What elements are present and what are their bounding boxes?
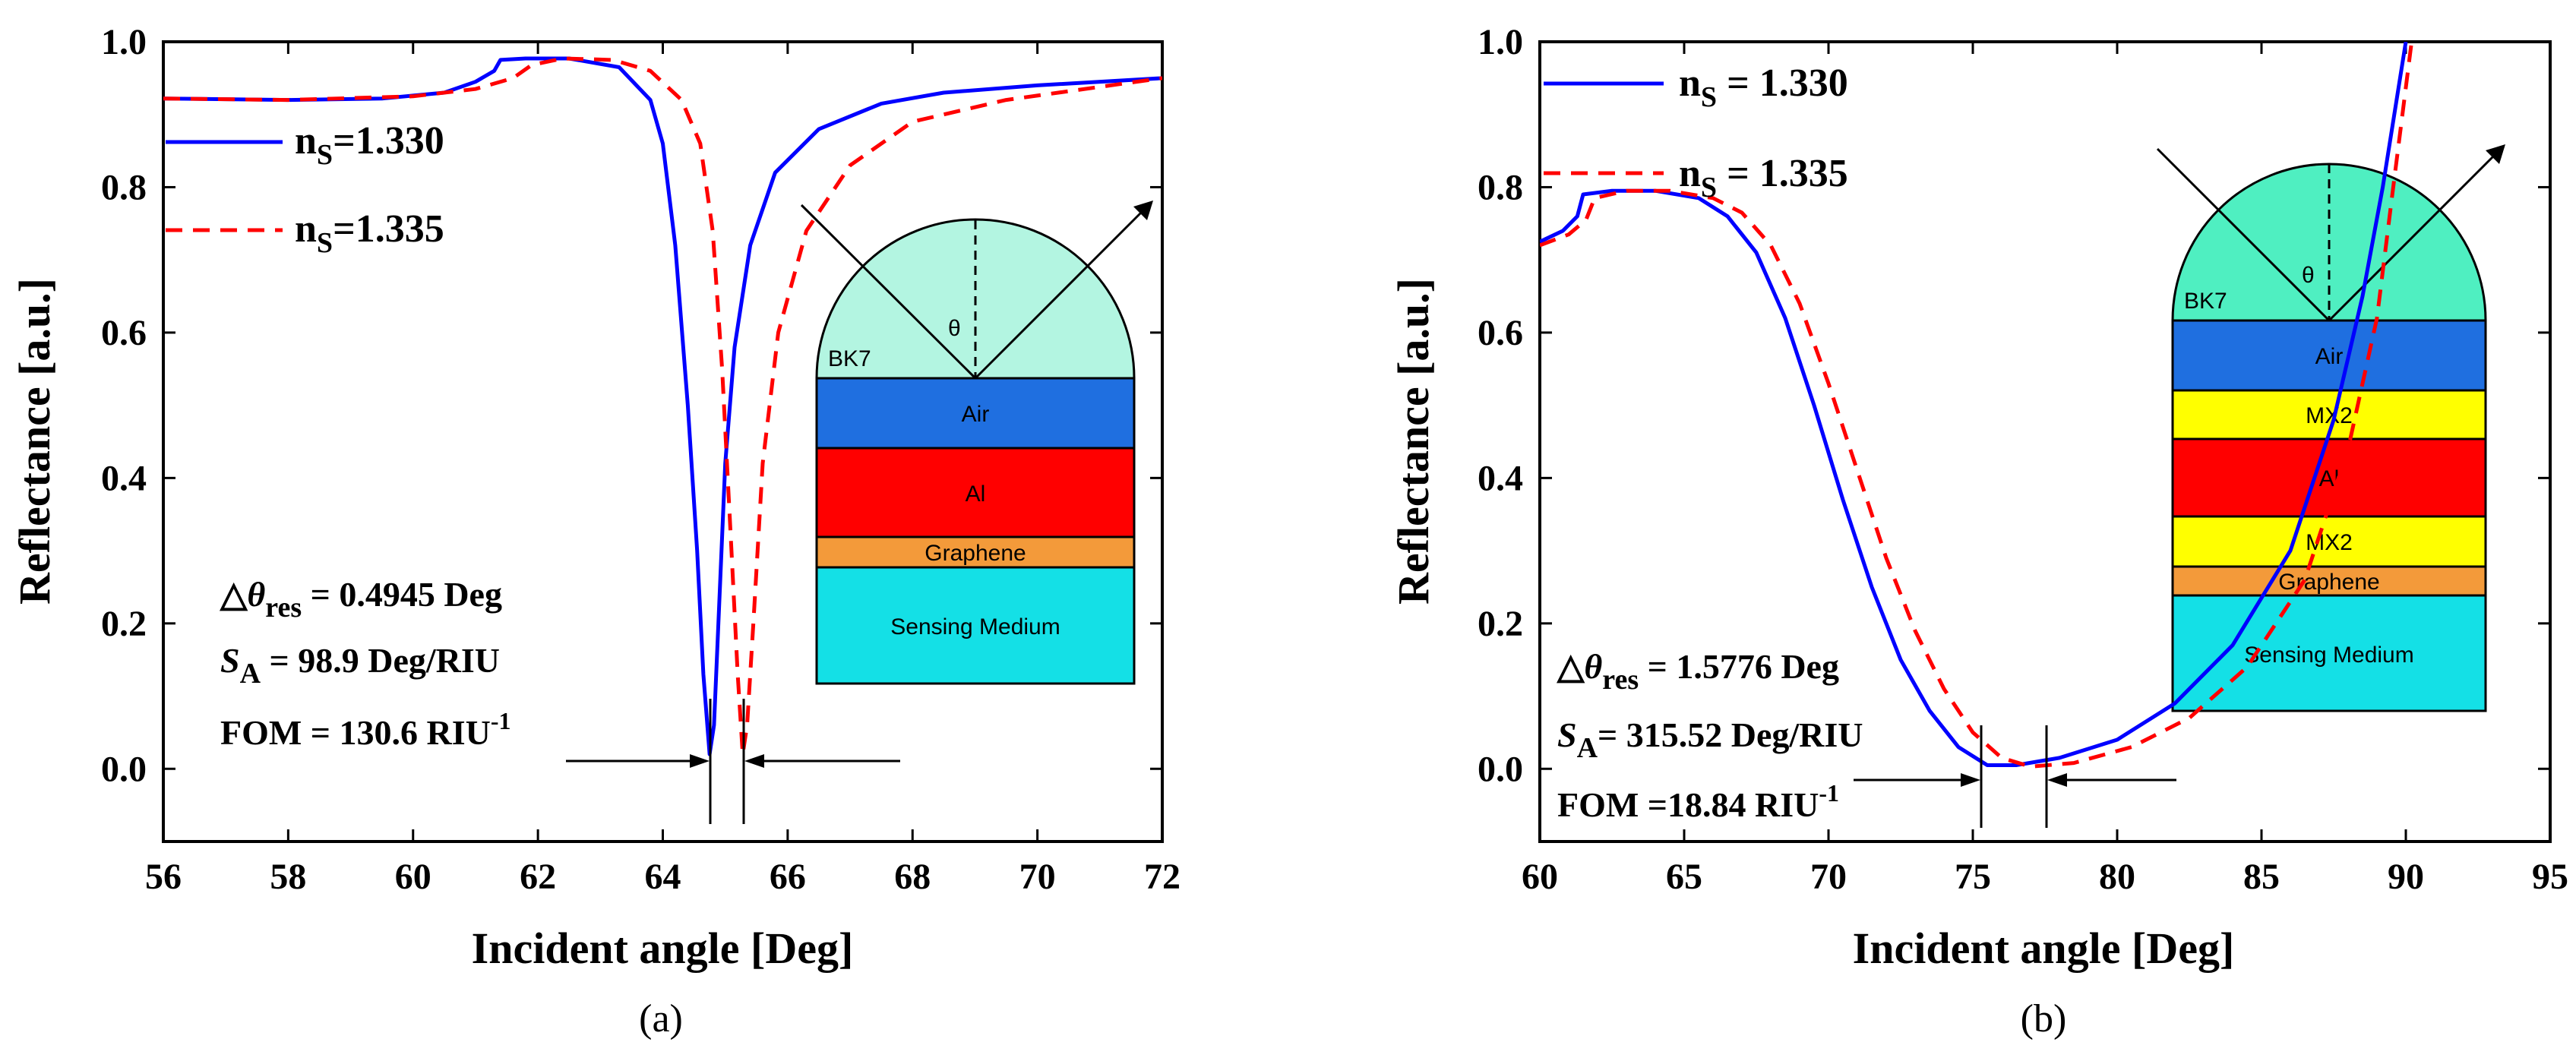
inset-structure-a: BK7 θ Air Al Graphene Sensing Medium [800,201,1153,685]
y-tick-label: 0.0 [101,749,147,789]
y-tick-label: 0.0 [1478,749,1523,789]
y-tick-label: 0.6 [101,313,147,353]
layer-sensing-label-b: Sensing Medium [2244,643,2413,668]
delta-theta-annotation-a: △θres = 0.4945 Deg [219,575,502,624]
x-tick-label: 70 [1810,857,1847,897]
x-tick-label: 70 [1019,857,1056,897]
y-tick-label: 0.4 [101,458,147,498]
x-tick-label: 60 [395,857,431,897]
incident-ray-b [2156,147,2331,322]
layer-graphene-label-b: Graphene [2278,570,2379,595]
layer-air-label-b: Air [2315,344,2344,369]
series-line-b-1 [1540,42,2414,769]
y-tick-label: 1.0 [1478,22,1523,62]
panel-label-b: (b) [2021,997,2067,1040]
marker-arrowhead-left-b [1961,773,1980,787]
x-tick-label: 58 [270,857,306,897]
theta-label-a: θ [948,316,961,341]
delta-theta-annotation-b: △θres = 1.5776 Deg [1556,647,1839,696]
y-tick-label: 0.8 [101,167,147,207]
x-tick-label: 68 [894,857,931,897]
x-axis-label-b: Incident angle [Deg] [1853,924,2235,973]
layer-graphene-label-a: Graphene [925,541,1026,566]
y-tick-label: 0.6 [1478,313,1523,353]
panel-a: 56 58 60 62 64 66 68 70 72 0.0 0.2 0.4 0.6 0.8 1.0 BK… [10,22,1181,1040]
layer-graphene-b [2171,565,2487,597]
tick-marks-a [162,40,1164,842]
layer-sensing-a [815,566,1136,685]
series-group-a [163,56,1162,756]
x-tick-label: 62 [520,857,556,897]
plot-frame-b [1538,40,2552,843]
y-tick-labels-b: 0.0 0.2 0.4 0.6 0.8 1.0 [1478,22,1523,789]
x-tick-label: 56 [145,857,182,897]
shift-markers-b [1854,725,2176,828]
x-tick-label: 90 [2388,857,2424,897]
prism-label-b: BK7 [2184,289,2227,314]
layer-air-a [815,377,1136,450]
fom-annotation-a: FOM = 130.6 RIU-1 [220,707,511,752]
legend-label-1335-a: nS=1.335 [295,207,444,259]
legend-label-1330-a: nS=1.330 [295,119,444,171]
layer-air-b [2171,319,2487,392]
prism-label-a: BK7 [828,346,871,371]
layer-mx2-top-label-b: MX2 [2306,403,2353,428]
x-tick-label: 64 [645,857,681,897]
y-tick-label: 1.0 [101,22,147,62]
layer-sensing-label-a: Sensing Medium [890,614,1060,639]
legend-b: nS = 1.330 nS = 1.335 [1544,62,1848,204]
reflected-ray-a [974,204,1150,380]
x-tick-label: 95 [2532,857,2568,897]
theta-label-b: θ [2302,263,2315,288]
sensitivity-annotation-b: SA= 315.52 Deg/RIU [1557,715,1863,764]
reflected-ray-b [2328,147,2502,322]
marker-arrowhead-right-a [744,754,764,768]
legend-label-1330-b: nS = 1.330 [1679,62,1848,113]
y-tick-label: 0.8 [1478,167,1523,207]
y-tick-label: 0.2 [101,604,147,644]
fom-annotation-b: FOM =18.84 RIU-1 [1557,779,1839,824]
x-tick-label: 80 [2099,857,2135,897]
x-axis-label-a: Incident angle [Deg] [472,924,854,973]
legend-label-1335-b: nS = 1.335 [1679,152,1848,204]
x-tick-label: 66 [770,857,806,897]
legend-a: nS=1.330 nS=1.335 [166,119,444,259]
y-tick-label: 0.2 [1478,604,1523,644]
x-tick-label: 85 [2243,857,2280,897]
panel-label-a: (a) [639,997,683,1040]
x-tick-label: 65 [1666,857,1702,897]
x-tick-label: 60 [1522,857,1558,897]
reflected-arrowhead-b [2486,144,2505,164]
layer-mx2-bottom-b [2171,515,2487,568]
y-axis-label-b: Reflectance [a.u.] [1389,278,1438,605]
series-line-a-1 [163,56,1162,756]
x-tick-label: 72 [1144,857,1181,897]
x-tick-labels-a: 56 58 60 62 64 66 68 70 72 [145,857,1181,897]
layer-air-label-a: Air [962,402,990,427]
layer-al-label-a: Al [966,482,986,507]
layer-al-a [815,447,1136,538]
series-group-b [1540,42,2414,769]
sensitivity-annotation-a: SA = 98.9 Deg/RIU [220,641,500,690]
x-tick-label: 75 [1955,857,1991,897]
y-tick-label: 0.4 [1478,458,1523,498]
y-tick-labels-a: 0.0 0.2 0.4 0.6 0.8 1.0 [101,22,147,789]
y-axis-label-a: Reflectance [a.u.] [10,278,59,605]
x-tick-labels-b: 60 65 70 75 80 85 90 95 [1522,857,2568,897]
layer-mx2-bottom-label-b: MX2 [2306,530,2353,555]
shift-markers-a [566,699,900,824]
panel-b: 60 65 70 75 80 85 90 95 0.00.20.40.60.81.0 BK7 … [1389,22,2568,1040]
marker-arrowhead-right-b [2047,773,2067,787]
reflected-arrowhead-a [1133,201,1153,220]
series-line-a-0 [163,56,1162,756]
incident-ray-a [800,204,977,380]
marker-arrowhead-left-a [690,754,710,768]
